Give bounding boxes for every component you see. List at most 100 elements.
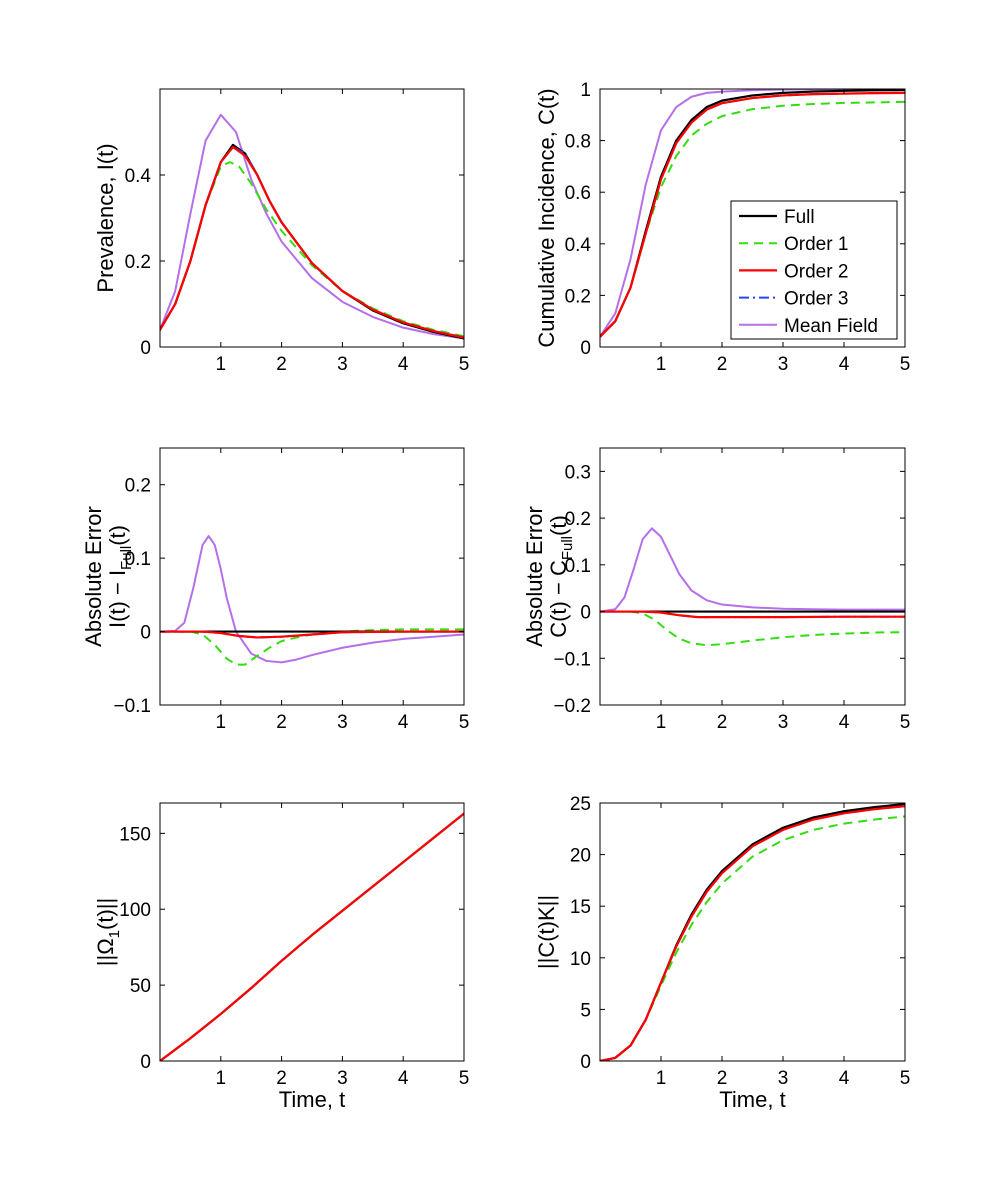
x-tick-label: 5 xyxy=(900,354,911,375)
series-line-order3 xyxy=(160,146,464,339)
series-line-mean-field xyxy=(160,535,464,664)
x-tick-label: 2 xyxy=(717,354,728,375)
x-tick-label: 3 xyxy=(337,712,348,733)
x-tick-label: 1 xyxy=(656,354,667,375)
axes-frame xyxy=(599,802,906,1062)
y-tick-label: 0.2 xyxy=(565,286,591,307)
y-label-suffix: (t) xyxy=(105,525,130,546)
y-tick-label: 100 xyxy=(119,900,151,921)
axes-frame xyxy=(599,447,906,706)
x-tick-label: 2 xyxy=(276,712,287,733)
y-tick-label: −0.1 xyxy=(113,696,151,717)
y-tick-label: 0.1 xyxy=(565,556,591,577)
y-tick-label: 150 xyxy=(119,824,151,845)
y-tick-label: 10 xyxy=(570,949,591,970)
legend-label-order1: Order 1 xyxy=(784,234,848,255)
y-tick-label: 0 xyxy=(140,623,151,644)
x-tick-label: 5 xyxy=(459,712,470,733)
series-line-mean-field xyxy=(160,113,464,340)
series-line-order1 xyxy=(600,815,905,1061)
axes-frame xyxy=(159,447,465,706)
x-tick-label: 4 xyxy=(398,354,409,375)
x-axis-label: Time, t xyxy=(279,1087,345,1112)
y-axis-label: Prevalence, I(t) xyxy=(93,143,118,292)
axes-frame xyxy=(599,88,906,348)
x-tick-label: 4 xyxy=(398,712,409,733)
y-label-line-1: Absolute Error xyxy=(522,506,547,647)
series-group xyxy=(600,527,905,647)
x-tick-label: 1 xyxy=(216,1068,227,1089)
series-group xyxy=(160,113,464,340)
y-tick-label: 0 xyxy=(580,1052,591,1073)
panel-cumulative: 1 2 3 4 5 0 0.2 0.4 0.6 0.8 1 Cumulative Incidence,… xyxy=(534,80,910,375)
y-axis-label: Cumulative Incidence, C(t) xyxy=(534,88,559,347)
y-tick-label: 0.2 xyxy=(125,252,151,273)
y-label-suffix: (t)|| xyxy=(93,898,118,930)
y-label-subscript: Full xyxy=(118,546,135,570)
y-label-subscript: Full xyxy=(559,536,576,560)
legend-box xyxy=(730,200,898,340)
axes-frame xyxy=(159,88,465,348)
y-tick-label: 25 xyxy=(570,794,591,815)
x-tick-label: 1 xyxy=(656,1068,667,1089)
x-tick-label: 1 xyxy=(216,712,227,733)
series-group xyxy=(600,803,905,1061)
legend-label-full: Full xyxy=(784,207,815,228)
panel-prevalence: 1 2 3 4 5 0 0.2 0.4 Prevalence, I(t) xyxy=(93,88,469,375)
legend-label-order2: Order 2 xyxy=(784,261,848,282)
x-tick-label: 1 xyxy=(216,354,227,375)
x-tick-label: 2 xyxy=(276,354,287,375)
y-label-line-1: Absolute Error xyxy=(81,506,106,647)
series-line-order2 xyxy=(600,610,905,619)
x-tick-label: 2 xyxy=(276,1068,287,1089)
y-tick-label: 0.8 xyxy=(565,132,591,153)
y-tick-label: 50 xyxy=(130,976,151,997)
x-axis-label: Time, t xyxy=(719,1087,785,1112)
x-tick-label: 4 xyxy=(398,1068,409,1089)
y-axis-label: Absolute ErrorC(t) − CFull(t) xyxy=(522,506,576,647)
y-tick-label: 20 xyxy=(570,846,591,867)
series-line-order2 xyxy=(160,145,464,339)
y-tick-label: 1 xyxy=(580,80,591,101)
series-group xyxy=(160,812,464,1061)
y-tick-label: 15 xyxy=(570,897,591,918)
series-line-full xyxy=(160,143,464,340)
x-tick-label: 3 xyxy=(778,1068,789,1089)
panel-abs-error-cumulative: 1 2 3 4 5 −0.2 −0.1 0 0.1 0.2 0.3 Absolute ErrorC(t… xyxy=(522,447,911,733)
y-tick-label: 0.4 xyxy=(565,235,592,256)
panel-ck-norm: 1 2 3 4 5 0 5 10 15 20 25 ||C(t)K|| Time, t xyxy=(534,794,910,1112)
series-line-order1 xyxy=(600,610,905,647)
legend-label-order3: Order 3 xyxy=(784,289,848,310)
series-line-order1 xyxy=(160,161,464,338)
axes-frame xyxy=(159,802,465,1062)
legend: Full Order 1 Order 2 Order 3 Mean Field xyxy=(730,200,898,340)
x-tick-label: 3 xyxy=(778,354,789,375)
y-tick-label: 0 xyxy=(140,338,151,359)
legend-label-mean-field: Mean Field xyxy=(784,316,878,337)
y-axis-label: ||Ω1(t)|| xyxy=(93,898,123,966)
x-tick-label: 1 xyxy=(656,712,667,733)
x-tick-label: 2 xyxy=(717,712,728,733)
x-tick-label: 3 xyxy=(337,354,348,375)
x-tick-label: 5 xyxy=(900,712,911,733)
y-label-expression: C(t) − C xyxy=(546,560,571,638)
x-tick-label: 5 xyxy=(900,1068,911,1089)
x-tick-label: 3 xyxy=(778,712,789,733)
series-line-order2 xyxy=(600,804,905,1061)
x-tick-label: 4 xyxy=(839,354,850,375)
x-tick-label: 4 xyxy=(839,1068,850,1089)
y-tick-label: −0.2 xyxy=(553,696,591,717)
series-line-full xyxy=(600,803,905,1061)
y-axis-label: Absolute ErrorI(t) − IFull(t) xyxy=(81,506,135,647)
y-tick-label: 0.6 xyxy=(565,183,591,204)
y-tick-label: 5 xyxy=(580,1000,591,1021)
y-axis-label: ||C(t)K|| xyxy=(534,895,559,969)
y-tick-label: 0.3 xyxy=(565,462,591,483)
y-tick-label: 0.4 xyxy=(125,166,152,187)
y-label-expression: I(t) − I xyxy=(105,570,130,628)
y-label-norm: ||Ω xyxy=(93,938,118,966)
y-tick-label: 0.2 xyxy=(565,509,591,530)
series-line-order2 xyxy=(160,630,464,639)
